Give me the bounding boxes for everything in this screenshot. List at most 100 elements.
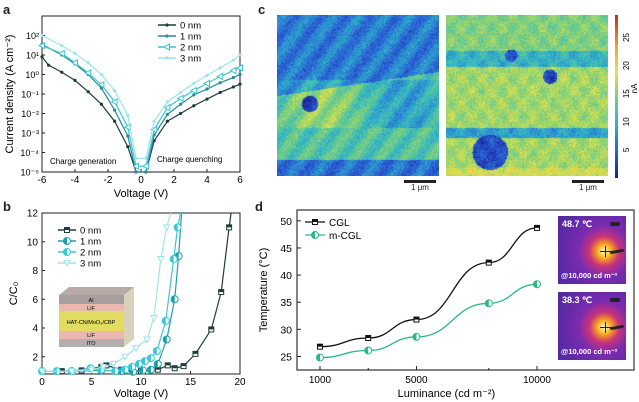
data-point-a-2 <box>163 103 171 112</box>
colorbar-gradient <box>615 15 618 178</box>
colorbar-tick-label: 5 <box>622 147 631 152</box>
data-point-a-2 <box>189 86 197 95</box>
x-tick-label-d: 5000 <box>405 375 428 386</box>
layer-label-hatcn: HAT-CN/MoO₃/CBP <box>67 320 116 326</box>
data-point-a-1 <box>192 93 196 97</box>
y-tick-label-b: 10 <box>27 237 39 248</box>
series-line-b-3 <box>42 212 172 372</box>
panel-label-a: a <box>3 2 11 17</box>
data-point-a-2 <box>37 41 45 50</box>
data-point-a-3 <box>152 119 156 123</box>
data-point-d-0-fill <box>365 335 371 338</box>
legend-marker-d-1-fill <box>311 231 315 239</box>
data-point-b-1-fill <box>154 360 158 368</box>
y-tick-label-d: 50 <box>280 216 292 228</box>
layer-label-al: Al <box>89 298 94 304</box>
data-point-b-2-fill <box>153 347 157 355</box>
data-point-a-2 <box>176 94 184 103</box>
y-tick-label-a: 10⁻¹ <box>21 90 39 100</box>
thermal-temp-cgl: 48.7 ℃ <box>562 219 593 229</box>
data-point-b-3 <box>109 360 118 368</box>
panel-label-b: b <box>3 199 11 214</box>
series-line-d-0 <box>319 227 538 348</box>
data-point-d-0-fill <box>317 344 323 347</box>
panel-label-d: d <box>255 199 263 214</box>
data-point-d-1-fill <box>316 354 320 362</box>
x-tick-label-b: 20 <box>234 377 246 388</box>
data-point-b-3 <box>99 363 108 371</box>
layer-hatcn <box>59 311 124 331</box>
legend-label-b-0: 0 nm <box>80 226 101 237</box>
plot-frame-d <box>296 209 635 371</box>
data-point-a-0 <box>231 85 235 89</box>
data-point-b-3 <box>132 345 140 353</box>
chart-b-capacitance: 0 5 10 15 20 2 4 6 8 10 12 Voltage (V) C/C₀ 0 nm1 nm2… <box>8 209 246 401</box>
legend-marker-a-1 <box>165 34 169 38</box>
data-point-a-3 <box>231 58 235 62</box>
data-point-a-0 <box>86 90 90 94</box>
chart-a-current-density: -6 -4 -2 0 2 4 6 10⁻⁵ 10⁻⁴ 10⁻³ 10⁻² 10⁻¹ 10⁰ 10¹ 10² V… <box>4 15 243 200</box>
data-point-a-3 <box>218 66 222 70</box>
layer-label-lif-top: LiF <box>87 306 95 312</box>
device-stack-inset: Al LiF HAT-CN/MoO₃/CBP LiF ITO <box>56 283 136 355</box>
data-point-d-1-fill <box>364 346 369 354</box>
data-point-a-3 <box>60 44 64 48</box>
thermal-caption-cgl: @10,000 cd m⁻² <box>561 271 618 280</box>
data-point-b-0-fill <box>208 326 214 330</box>
x-tick-label-a: 4 <box>204 175 210 186</box>
data-point-a-0 <box>99 102 103 106</box>
thermal-image-mcgl: 38.3 ℃ @10,000 cd m⁻² <box>558 292 626 360</box>
x-tick-label-b: 0 <box>39 377 45 388</box>
legend-marker-a-3 <box>165 56 169 60</box>
data-point-b-2-fill <box>141 357 145 365</box>
layer-lif-top <box>59 304 124 311</box>
legend-label-b-1: 1 nm <box>80 237 101 248</box>
panel-label-c: c <box>258 2 266 17</box>
data-point-a-2 <box>235 63 243 72</box>
current-map-left <box>277 15 439 176</box>
data-point-a-2 <box>110 97 118 106</box>
data-point-b-0-fill <box>155 367 161 370</box>
layer-lif-bottom <box>59 331 124 339</box>
x-tick-label-b: 5 <box>89 377 95 388</box>
annotation-charge-quenching: Charge quenching <box>157 155 222 164</box>
x-tick-label-d: 10000 <box>523 375 551 386</box>
data-point-a-3 <box>99 72 103 77</box>
scalebar-right-label: 1 μm <box>579 183 597 192</box>
y-axis-label-b: C/C₀ <box>8 282 20 306</box>
data-point-a-3 <box>144 156 148 160</box>
data-point-a-3 <box>73 51 77 56</box>
x-tick-label-a: -4 <box>71 175 80 186</box>
data-point-b-0-fill <box>59 368 65 372</box>
x-tick-label-d: 1000 <box>309 375 332 386</box>
data-point-a-2 <box>70 58 78 67</box>
data-point-d-1-fill <box>485 299 489 307</box>
y-tick-label-b: 2 <box>32 352 38 363</box>
y-tick-label-b: 8 <box>32 266 38 277</box>
data-point-a-1 <box>238 72 242 77</box>
layer-ito <box>59 339 124 347</box>
layer-al <box>59 295 124 304</box>
colorbar: 5 10 15 20 25 nA <box>615 15 639 178</box>
x-tick-label-a: 2 <box>171 175 177 186</box>
y-axis-label-d: Temperature (°C) <box>258 248 270 332</box>
colorbar-tick-label: 25 <box>622 32 631 41</box>
colorbar-tick-label: 15 <box>622 89 631 98</box>
y-tick-label-b: 6 <box>32 295 38 306</box>
layer-label-lif-bottom: LiF <box>87 333 95 339</box>
legend-marker-a-0 <box>165 23 169 27</box>
x-axis-label-d: Luminance (cd m⁻²) <box>398 388 496 400</box>
y-tick-label-a: 10⁰ <box>25 70 39 80</box>
crosshair-icon <box>600 246 611 257</box>
legend-marker-b-2-fill <box>63 248 67 256</box>
legend-label-b-2: 2 nm <box>80 248 101 259</box>
data-point-b-0-fill <box>226 224 232 228</box>
device-stack-svg: Al LiF HAT-CN/MoO₃/CBP LiF ITO <box>59 287 134 347</box>
data-point-a-2 <box>141 162 149 170</box>
x-tick-label-a: 6 <box>237 175 243 186</box>
legend-label-a-1: 1 nm <box>180 32 201 43</box>
legend-marker-b-3 <box>63 260 71 268</box>
data-point-a-1 <box>205 87 209 91</box>
data-point-a-2 <box>132 162 140 170</box>
data-point-b-3 <box>150 314 158 322</box>
